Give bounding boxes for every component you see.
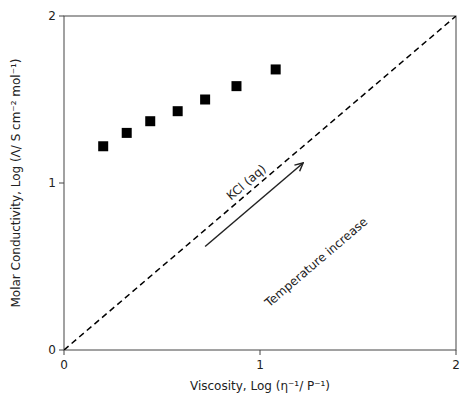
data-point (231, 81, 241, 91)
data-point (173, 106, 183, 116)
x-axis-label: Viscosity, Log (η⁻¹/ P⁻¹) (190, 379, 330, 393)
y-axis-label: Molar Conductivity, Log (Λ/ S cm⁻² mol⁻¹… (9, 58, 23, 307)
x-tick-label: 1 (256, 358, 264, 372)
reference-line (64, 16, 456, 350)
annotation-arrow (205, 163, 303, 247)
background (0, 0, 474, 400)
data-point (200, 95, 210, 105)
annotation: KCl (aq) (224, 162, 269, 203)
chart: 0 1 2 0 1 2 Viscosity, Log (η⁻¹/ P⁻¹) Molar Con… (0, 0, 474, 400)
y-tick-label: 2 (48, 9, 56, 23)
data-point (271, 64, 281, 74)
y-tick-label: 0 (48, 343, 56, 357)
x-tick (260, 350, 261, 355)
y-tick (59, 350, 64, 351)
x-tick (456, 350, 457, 355)
data-point (122, 128, 132, 138)
y-tick (59, 16, 64, 17)
x-tick-label: 0 (60, 358, 68, 372)
annotation: Temperature increase (261, 215, 370, 311)
y-tick-label: 1 (48, 176, 56, 190)
y-tick (59, 183, 64, 184)
data-point (98, 141, 108, 151)
plot-frame (64, 16, 456, 350)
data-point (145, 116, 155, 126)
x-tick-label: 2 (452, 358, 460, 372)
x-tick (64, 350, 65, 355)
plot-area (64, 16, 456, 350)
